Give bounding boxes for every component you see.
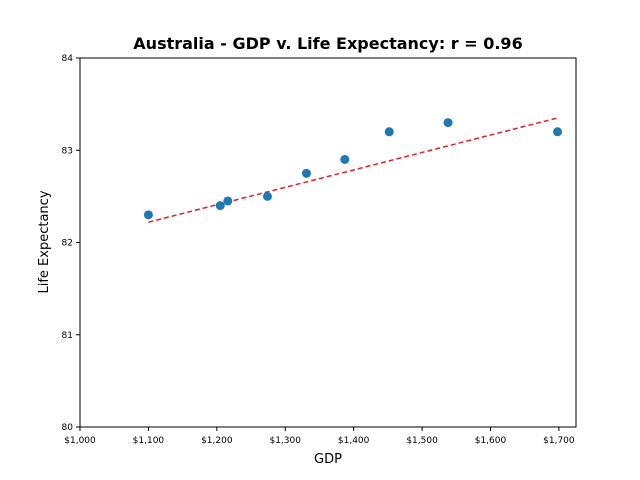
trendline-layer — [148, 117, 558, 223]
x-axis: $1,000 $1,100 $1,200 $1,300 $1,400 $1,500 $1,6… — [64, 427, 575, 446]
data-point — [223, 196, 233, 206]
y-tick-label: 82 — [62, 239, 73, 249]
y-axis-label: Life Expectancy — [37, 190, 52, 293]
x-tick-label: $1,600 — [475, 436, 507, 446]
trendline — [148, 117, 558, 223]
data-point — [143, 210, 153, 220]
chart-title: Australia - GDP v. Life Expectancy: r = … — [133, 34, 522, 53]
x-tick-label: $1,400 — [338, 436, 370, 446]
data-point — [215, 201, 225, 211]
x-tick-label: $1,500 — [406, 436, 438, 446]
y-tick-label: 81 — [62, 331, 73, 341]
y-tick-label: 84 — [62, 54, 74, 64]
x-tick-label: $1,200 — [201, 436, 233, 446]
x-tick-label: $1,300 — [269, 436, 301, 446]
data-point — [340, 154, 350, 164]
plot-area — [79, 57, 577, 428]
x-axis-label: GDP — [314, 452, 342, 467]
data-point — [301, 168, 311, 178]
x-tick-label: $1,000 — [64, 436, 96, 446]
x-tick-label: $1,700 — [543, 436, 575, 446]
y-tick-label: 83 — [62, 146, 73, 156]
data-points-layer — [143, 118, 563, 220]
data-point — [384, 127, 394, 137]
data-point — [262, 191, 272, 201]
data-point — [553, 127, 563, 137]
y-tick-label: 80 — [62, 423, 74, 433]
y-axis: 80 81 82 83 84 — [62, 54, 80, 433]
data-point — [443, 118, 453, 128]
x-tick-label: $1,100 — [133, 436, 165, 446]
